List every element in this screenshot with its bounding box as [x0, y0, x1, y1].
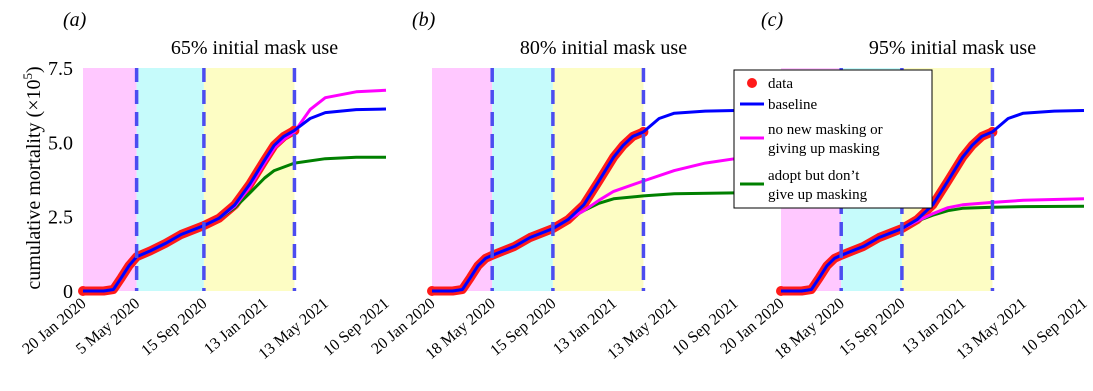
y-tick-label: 5.0 — [48, 132, 73, 154]
x-tick-label: 10 Sep 2021 — [1018, 295, 1090, 359]
legend-label-adopt-line1: adopt but don’t — [768, 168, 860, 184]
chart-legend: data baseline no new masking or giving up m… — [733, 69, 933, 209]
y-tick-label: 2.5 — [48, 207, 73, 229]
x-tick-label: 15 Sep 2020 — [138, 295, 210, 359]
x-tick-label: 15 Sep 2020 — [836, 295, 908, 359]
legend-box — [733, 69, 933, 209]
shaded-region-pink — [83, 68, 137, 291]
y-tick-label: 7.5 — [48, 58, 73, 80]
legend-label-adopt-line2: give up masking — [768, 187, 868, 203]
series-line-baseline — [83, 107, 387, 293]
legend-label-no-new-masking-line2: giving up masking — [768, 141, 880, 157]
panel-label: (a) — [63, 9, 87, 31]
shaded-region-pink — [432, 68, 493, 291]
panel-title: 80% initial mask use — [520, 37, 687, 59]
x-tick-label: 15 Sep 2020 — [487, 295, 559, 359]
panel-label: (b) — [412, 9, 436, 31]
legend-marker-data — [747, 78, 757, 88]
shaded-region-cyan — [492, 68, 553, 291]
series-line-baseline — [781, 109, 1085, 293]
shaded-region-cyan — [136, 68, 204, 291]
legend-label-no-new-masking-line1: no new masking or — [768, 122, 883, 138]
y-tick-label: 0 — [63, 281, 73, 303]
panel-title: 65% initial mask use — [171, 37, 338, 59]
panel-label: (c) — [761, 9, 784, 31]
series-line-baseline — [432, 109, 736, 293]
panel-title: 95% initial mask use — [869, 37, 1036, 59]
legend-label-baseline: baseline — [768, 97, 817, 113]
legend-label-data: data — [768, 76, 793, 92]
y-axis-label: cumulative mortality (×105) — [20, 66, 45, 289]
